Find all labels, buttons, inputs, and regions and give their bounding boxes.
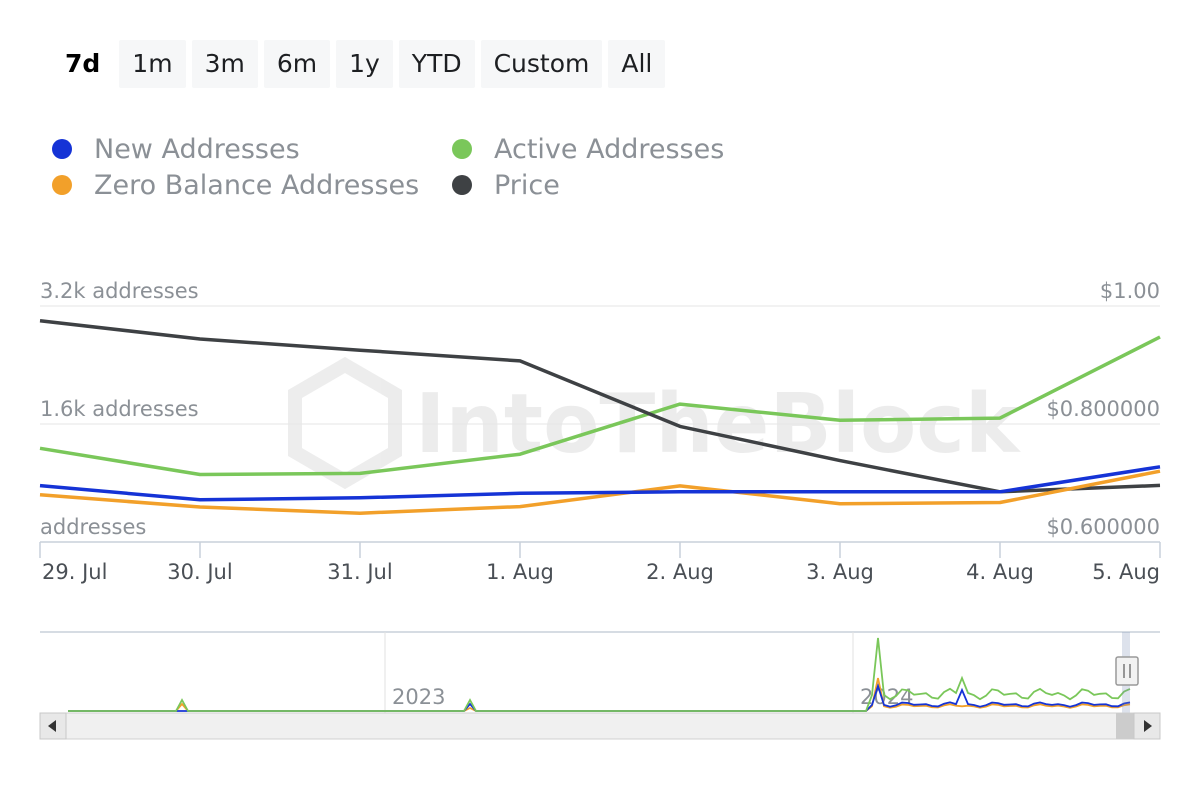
legend-item-active-addresses[interactable]: Active Addresses	[452, 132, 812, 166]
legend-label: Zero Balance Addresses	[94, 169, 420, 201]
legend-item-zero-balance-addresses[interactable]: Zero Balance Addresses	[52, 168, 452, 202]
x-tick-label: 3. Aug	[806, 560, 874, 584]
series-line-new-addresses	[39, 465, 1161, 502]
active-addresses-dot-icon	[452, 139, 472, 159]
x-tick-label: 31. Jul	[327, 560, 392, 584]
series-line-active-addresses	[39, 335, 1161, 477]
main-chart: IntoTheBlock 3.2k addresses 1.6k addresses…	[39, 279, 1161, 584]
legend-label: Active Addresses	[494, 133, 725, 165]
new-addresses-dot-icon	[52, 139, 72, 159]
legend-label: New Addresses	[94, 133, 300, 165]
navigator-year-label: 2023	[392, 685, 445, 709]
scroll-right-arrow-icon	[1144, 720, 1152, 732]
x-tick-label: 29. Jul	[42, 560, 107, 584]
watermark: IntoTheBlock	[288, 356, 1022, 490]
range-button-custom[interactable]: Custom	[480, 40, 603, 88]
series-line-price	[39, 319, 1161, 494]
x-tick-label: 30. Jul	[167, 560, 232, 584]
y-right-tick-label: $1.00	[1100, 279, 1160, 303]
legend-item-new-addresses[interactable]: New Addresses	[52, 132, 452, 166]
navigator-series-active-addresses	[68, 637, 1131, 712]
y-left-tick-label: 1.6k addresses	[40, 397, 199, 421]
legend-item-price[interactable]: Price	[452, 168, 812, 202]
y-right-tick-label: $0.800000	[1046, 397, 1160, 421]
y-right-tick-label: $0.600000	[1046, 515, 1160, 539]
range-button-3m[interactable]: 3m	[191, 40, 258, 88]
range-button-ytd[interactable]: YTD	[398, 40, 475, 88]
navigator-series-new-addresses	[68, 683, 1131, 712]
x-tick-label: 5. Aug	[1092, 560, 1160, 584]
navigator[interactable]: 2023 2024	[0, 620, 1200, 750]
range-button-all[interactable]: All	[608, 40, 666, 88]
navigator-handle-icon[interactable]	[1115, 656, 1139, 686]
range-button-7d[interactable]: 7d	[52, 40, 114, 88]
x-tick-label: 1. Aug	[486, 560, 554, 584]
range-button-1m[interactable]: 1m	[119, 40, 186, 88]
price-dot-icon	[452, 175, 472, 195]
zero-balance-addresses-dot-icon	[52, 175, 72, 195]
scroll-left-arrow-icon	[48, 720, 56, 732]
range-button-1y[interactable]: 1y	[336, 40, 393, 88]
x-tick-label: 4. Aug	[966, 560, 1034, 584]
range-button-6m[interactable]: 6m	[263, 40, 331, 88]
legend-label: Price	[494, 169, 560, 201]
x-tick-label: 2. Aug	[646, 560, 714, 584]
scrollbar-track[interactable]	[39, 712, 1161, 740]
range-selector: 7d 1m 3m 6m 1y YTD Custom All	[52, 40, 666, 88]
watermark-logo-icon	[288, 356, 402, 490]
series-line-zero-balance-addresses	[39, 469, 1161, 515]
scrollbar-thumb[interactable]	[1116, 713, 1134, 739]
y-left-tick-label: addresses	[40, 515, 146, 539]
y-left-tick-label: 3.2k addresses	[40, 279, 199, 303]
chart-legend: New Addresses Active Addresses Zero Bala…	[52, 132, 812, 202]
